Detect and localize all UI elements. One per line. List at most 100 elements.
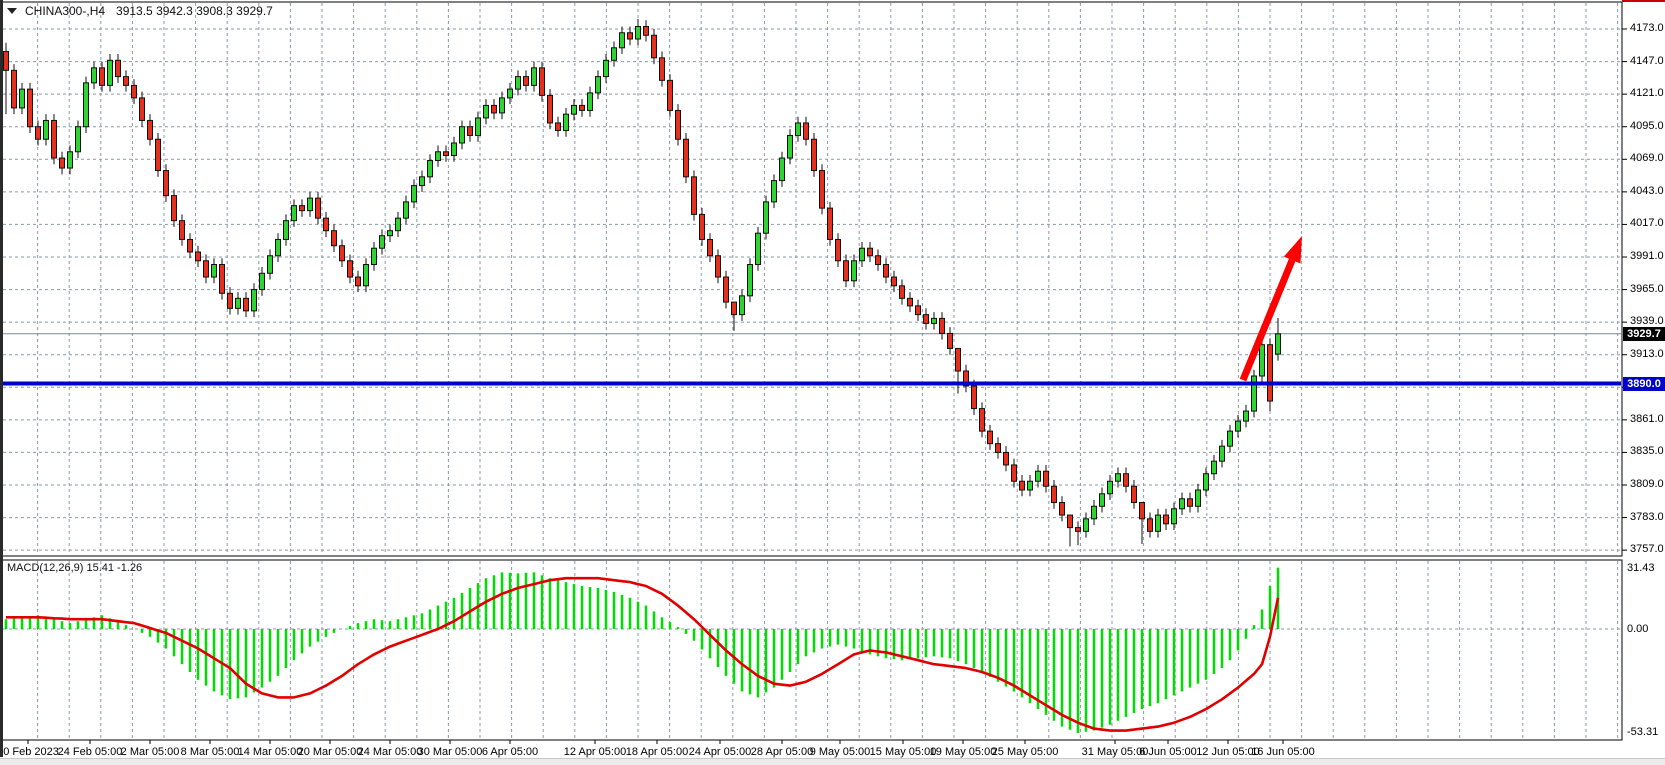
candle-body xyxy=(1139,502,1145,520)
candle-body xyxy=(651,34,657,59)
hline-price-marker: 3890.0 xyxy=(1623,377,1665,391)
candle-body xyxy=(27,88,33,128)
candle-body xyxy=(291,205,297,222)
candle-body xyxy=(899,285,905,299)
candle-body xyxy=(235,297,241,309)
candle-body xyxy=(475,117,481,136)
candle-body xyxy=(867,247,873,257)
candle-body xyxy=(147,119,153,140)
candle-body xyxy=(883,264,889,278)
candle-body xyxy=(371,247,377,266)
candle-body xyxy=(923,314,929,324)
candle-body xyxy=(1131,485,1137,504)
candle-body xyxy=(315,197,321,219)
candle-body xyxy=(19,88,25,109)
candle-body xyxy=(979,408,985,432)
candle-body xyxy=(515,76,521,90)
candle-body xyxy=(99,67,105,86)
candle-body xyxy=(827,207,833,240)
candle-body xyxy=(179,220,185,240)
candle-body xyxy=(1123,473,1129,487)
trend-arrow-head[interactable] xyxy=(1283,236,1302,264)
candle-body xyxy=(1195,489,1201,507)
candle-body xyxy=(691,176,697,215)
candle-body xyxy=(331,230,337,247)
candle-body xyxy=(283,220,289,240)
candle-body xyxy=(347,260,353,278)
candle-body xyxy=(51,119,57,159)
candle-body xyxy=(387,230,393,237)
candle-body xyxy=(411,185,417,203)
candle-body xyxy=(131,84,137,99)
candle-body xyxy=(1051,485,1057,504)
candle-body xyxy=(619,32,625,49)
candle-body xyxy=(355,276,361,287)
candle-body xyxy=(363,264,369,287)
candle-body xyxy=(891,276,897,287)
candle-body xyxy=(1171,508,1177,525)
candle-body xyxy=(1203,473,1209,491)
candle-body xyxy=(699,213,705,240)
candle-body xyxy=(1155,514,1161,532)
candle-body xyxy=(395,217,401,232)
candle-body xyxy=(195,251,201,262)
candle-body xyxy=(803,122,809,140)
candle-body xyxy=(795,122,801,136)
candle-body xyxy=(611,47,617,61)
candle-body xyxy=(299,205,305,212)
candle-body xyxy=(307,197,313,212)
candle-body xyxy=(731,301,737,316)
candle-body xyxy=(555,122,561,131)
candle-body xyxy=(843,260,849,282)
candle-body xyxy=(1243,410,1249,422)
candle-body xyxy=(1179,498,1185,510)
candle-body xyxy=(139,97,145,121)
candle-body xyxy=(59,157,65,169)
candle-body xyxy=(251,289,257,312)
candle-body xyxy=(1115,473,1121,482)
candle-body xyxy=(115,59,121,78)
candle-body xyxy=(3,51,9,71)
candle-body xyxy=(1059,502,1065,516)
candle-body xyxy=(771,180,777,203)
candle-body xyxy=(579,104,585,111)
candle-body xyxy=(163,170,169,197)
candle-body xyxy=(243,297,249,312)
candle-body xyxy=(715,255,721,278)
candle-body xyxy=(1187,498,1193,507)
candle-body xyxy=(467,126,473,136)
symbol-dropdown-icon[interactable] xyxy=(7,8,17,14)
candle-body xyxy=(1211,460,1217,475)
candle-body xyxy=(1219,445,1225,462)
candle-body xyxy=(275,238,281,257)
candle-body xyxy=(203,260,209,278)
candle-body xyxy=(1091,505,1097,520)
candle-body xyxy=(35,126,41,140)
candle-body xyxy=(1011,464,1017,482)
candle-body xyxy=(627,32,633,40)
candle-body xyxy=(379,235,385,249)
candle-body xyxy=(915,305,921,316)
candle-body xyxy=(539,67,545,96)
candle-body xyxy=(635,25,641,40)
candle-body xyxy=(1275,333,1281,355)
candle-body xyxy=(723,276,729,303)
candle-body xyxy=(1251,375,1257,412)
candle-body xyxy=(1163,514,1169,525)
candle-body xyxy=(1067,514,1073,529)
candle-body xyxy=(1107,480,1113,495)
candle-body xyxy=(931,317,937,324)
candle-body xyxy=(499,97,505,114)
main-panel-border xyxy=(1,1,1623,557)
candle-body xyxy=(739,295,745,316)
candle-body xyxy=(459,126,465,144)
title-symbol: CHINA300-,H4 xyxy=(25,4,106,18)
candle-body xyxy=(675,109,681,140)
candle-body xyxy=(787,134,793,159)
candle-body xyxy=(219,264,225,294)
candle-body xyxy=(491,104,497,114)
trend-arrow-shaft[interactable] xyxy=(1239,258,1296,382)
candle-body xyxy=(1227,430,1233,447)
candle-body xyxy=(987,430,993,445)
